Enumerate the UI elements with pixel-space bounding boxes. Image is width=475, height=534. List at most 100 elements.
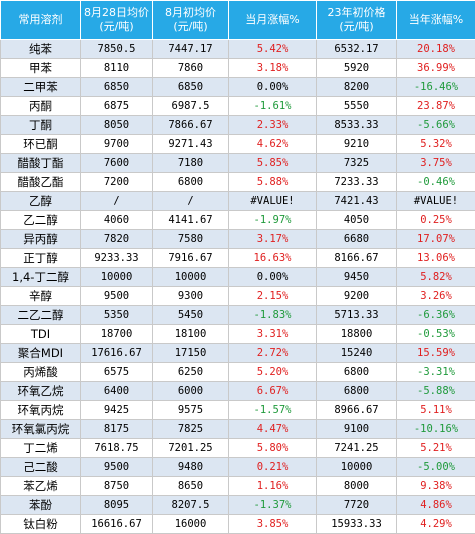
cell-year-start-price: 7325 bbox=[317, 154, 397, 173]
cell-aug28-price: 8750 bbox=[81, 477, 153, 496]
cell-aug28-price: 6400 bbox=[81, 382, 153, 401]
cell-year-start-price: 9100 bbox=[317, 420, 397, 439]
cell-aug28-price: 7600 bbox=[81, 154, 153, 173]
cell-aug28-price: 8050 bbox=[81, 116, 153, 135]
cell-month-change: 3.18% bbox=[229, 59, 317, 78]
cell-year-change: -0.53% bbox=[397, 325, 475, 344]
cell-aug1-price: 5450 bbox=[153, 306, 229, 325]
cell-month-change: 5.42% bbox=[229, 40, 317, 59]
cell-solvent-name: 聚合MDI bbox=[1, 344, 81, 363]
cell-month-change: 5.80% bbox=[229, 439, 317, 458]
cell-aug28-price: 16616.67 bbox=[81, 515, 153, 534]
cell-aug28-price: 7200 bbox=[81, 173, 153, 192]
cell-year-change: 3.26% bbox=[397, 287, 475, 306]
header-year-change: 当年涨幅% bbox=[397, 1, 475, 40]
cell-aug28-price: 9425 bbox=[81, 401, 153, 420]
header-year-start-price-label: 23年初价格 bbox=[317, 6, 396, 20]
cell-month-change: 3.17% bbox=[229, 230, 317, 249]
cell-year-start-price: 7421.43 bbox=[317, 192, 397, 211]
cell-year-start-price: 5713.33 bbox=[317, 306, 397, 325]
cell-year-change: 15.59% bbox=[397, 344, 475, 363]
cell-aug28-price: 10000 bbox=[81, 268, 153, 287]
cell-year-change: -6.36% bbox=[397, 306, 475, 325]
cell-year-change: 17.07% bbox=[397, 230, 475, 249]
cell-solvent-name: 甲苯 bbox=[1, 59, 81, 78]
cell-year-start-price: 10000 bbox=[317, 458, 397, 477]
cell-solvent-name: 环已酮 bbox=[1, 135, 81, 154]
cell-aug1-price: 9300 bbox=[153, 287, 229, 306]
cell-aug28-price: 6875 bbox=[81, 97, 153, 116]
cell-year-start-price: 7233.33 bbox=[317, 173, 397, 192]
cell-aug1-price: 16000 bbox=[153, 515, 229, 534]
cell-year-change: 5.21% bbox=[397, 439, 475, 458]
cell-aug28-price: 5350 bbox=[81, 306, 153, 325]
cell-solvent-name: 环氧氯丙烷 bbox=[1, 420, 81, 439]
cell-month-change: 3.85% bbox=[229, 515, 317, 534]
header-month-change-label: 当月涨幅% bbox=[229, 13, 316, 27]
cell-year-start-price: 5550 bbox=[317, 97, 397, 116]
header-year-start-price-unit: (元/吨) bbox=[317, 20, 396, 34]
cell-solvent-name: 二乙二醇 bbox=[1, 306, 81, 325]
cell-month-change: 2.15% bbox=[229, 287, 317, 306]
cell-aug28-price: 7820 bbox=[81, 230, 153, 249]
cell-solvent-name: 环氧乙烷 bbox=[1, 382, 81, 401]
cell-month-change: 5.88% bbox=[229, 173, 317, 192]
cell-year-start-price: 4050 bbox=[317, 211, 397, 230]
cell-aug28-price: 8175 bbox=[81, 420, 153, 439]
cell-month-change: -1.83% bbox=[229, 306, 317, 325]
cell-month-change: -1.37% bbox=[229, 496, 317, 515]
cell-aug1-price: 7866.67 bbox=[153, 116, 229, 135]
cell-solvent-name: 苯乙烯 bbox=[1, 477, 81, 496]
cell-year-change: -3.31% bbox=[397, 363, 475, 382]
cell-month-change: 0.00% bbox=[229, 78, 317, 97]
cell-aug28-price: 6850 bbox=[81, 78, 153, 97]
header-aug28-price: 8月28日均价(元/吨) bbox=[81, 1, 153, 40]
cell-year-change: -0.46% bbox=[397, 173, 475, 192]
header-aug28-price-label: 8月28日均价 bbox=[81, 6, 152, 20]
cell-year-start-price: 15933.33 bbox=[317, 515, 397, 534]
cell-year-change: -16.46% bbox=[397, 78, 475, 97]
cell-year-start-price: 5920 bbox=[317, 59, 397, 78]
cell-year-start-price: 18800 bbox=[317, 325, 397, 344]
cell-month-change: -1.61% bbox=[229, 97, 317, 116]
cell-aug28-price: 7850.5 bbox=[81, 40, 153, 59]
cell-aug28-price: 18700 bbox=[81, 325, 153, 344]
cell-year-change: -5.88% bbox=[397, 382, 475, 401]
cell-year-change: 13.06% bbox=[397, 249, 475, 268]
cell-year-start-price: 8000 bbox=[317, 477, 397, 496]
cell-year-change: 5.11% bbox=[397, 401, 475, 420]
cell-aug28-price: 9700 bbox=[81, 135, 153, 154]
cell-aug28-price: 4060 bbox=[81, 211, 153, 230]
cell-year-change: 5.82% bbox=[397, 268, 475, 287]
cell-year-change: 9.38% bbox=[397, 477, 475, 496]
header-solvent: 常用溶剂 bbox=[1, 1, 81, 40]
cell-solvent-name: 环氧丙烷 bbox=[1, 401, 81, 420]
cell-year-start-price: 15240 bbox=[317, 344, 397, 363]
cell-year-change: 3.75% bbox=[397, 154, 475, 173]
cell-solvent-name: 苯酚 bbox=[1, 496, 81, 515]
cell-solvent-name: 乙二醇 bbox=[1, 211, 81, 230]
cell-solvent-name: 二甲苯 bbox=[1, 78, 81, 97]
cell-year-change: -10.16% bbox=[397, 420, 475, 439]
cell-aug1-price: 6987.5 bbox=[153, 97, 229, 116]
header-year-change-label: 当年涨幅% bbox=[397, 13, 475, 27]
cell-year-change: 4.86% bbox=[397, 496, 475, 515]
cell-month-change: 1.16% bbox=[229, 477, 317, 496]
cell-solvent-name: 醋酸乙酯 bbox=[1, 173, 81, 192]
cell-month-change: 4.47% bbox=[229, 420, 317, 439]
cell-solvent-name: 异丙醇 bbox=[1, 230, 81, 249]
cell-aug28-price: / bbox=[81, 192, 153, 211]
cell-aug1-price: 8650 bbox=[153, 477, 229, 496]
